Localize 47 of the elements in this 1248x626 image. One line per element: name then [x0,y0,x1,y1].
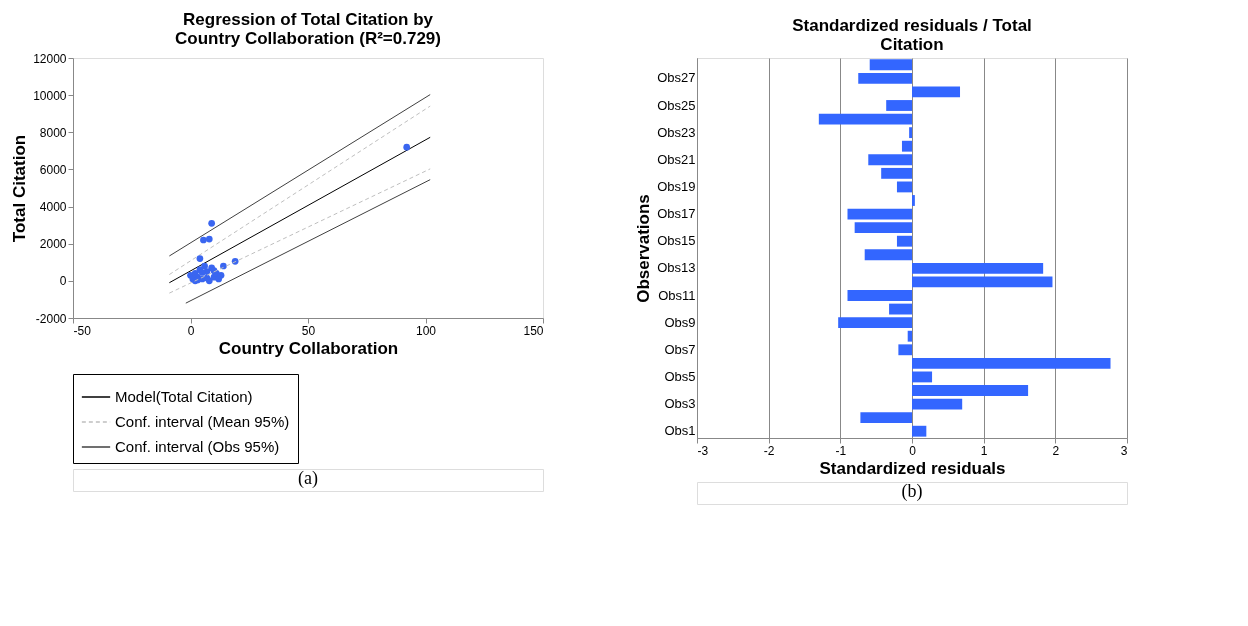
y-tick-label: Obs15 [657,233,696,249]
y-tick-label: 12000 [33,51,67,66]
x-tick-label: 150 [523,323,544,338]
y-tick-label: Obs23 [657,124,696,140]
y-tick-label: Obs27 [657,70,696,86]
y-tick-label: Obs3 [664,396,696,412]
y-tick-label: -2000 [35,311,67,326]
y-tick-label: 4000 [39,200,67,215]
y-tick-label: Obs7 [664,341,696,357]
y-axis-title: Total Citation [10,134,30,243]
x-tick-label: 0 [909,443,917,458]
y-tick-label: Obs17 [657,206,696,222]
text: (a) [298,468,318,489]
x-tick-label: 2 [1052,443,1060,458]
y-tick-label: Obs5 [664,368,696,384]
legend-label: Model(Total Citation) [115,388,253,405]
y-tick-label: Obs11 [658,287,696,303]
x-tick-label: -3 [697,443,709,458]
y-tick-label: 8000 [39,125,67,140]
x-tick-label: 0 [187,323,195,338]
y-tick-label: Obs21 [657,151,696,167]
y-tick-label: 0 [59,274,67,289]
x-axis-title: Country Collaboration [218,338,399,358]
text: (b) [901,481,923,502]
legend-label: Conf. interval (Obs 95%) [115,438,280,455]
x-tick-label: -1 [835,443,847,458]
x-axis-title: Standardized residuals [819,458,1006,478]
y-tick-label: 2000 [39,237,67,252]
text: Standardized residuals / Total [792,16,1032,35]
x-tick-label: -2 [763,443,775,458]
y-tick-label: Obs1 [664,423,696,439]
x-tick-label: 3 [1120,443,1128,458]
text: Country Collaboration (R²=0.729) [175,29,441,48]
y-tick-label: 10000 [33,88,67,103]
legend-label: Conf. interval (Mean 95%) [115,413,290,430]
y-tick-label: Obs25 [657,97,696,113]
y-tick-label: 6000 [39,162,67,177]
text: Regression of Total Citation by [183,10,433,29]
x-tick-label: -50 [73,323,92,338]
y-axis-title: Observations [634,194,654,303]
x-tick-label: 1 [980,443,988,458]
y-tick-label: Obs19 [657,178,696,194]
y-tick-label: Obs13 [657,260,696,276]
x-tick-label: 50 [301,323,316,338]
y-tick-label: Obs9 [664,314,696,330]
text: Citation [880,35,944,54]
x-tick-label: 100 [415,323,437,338]
